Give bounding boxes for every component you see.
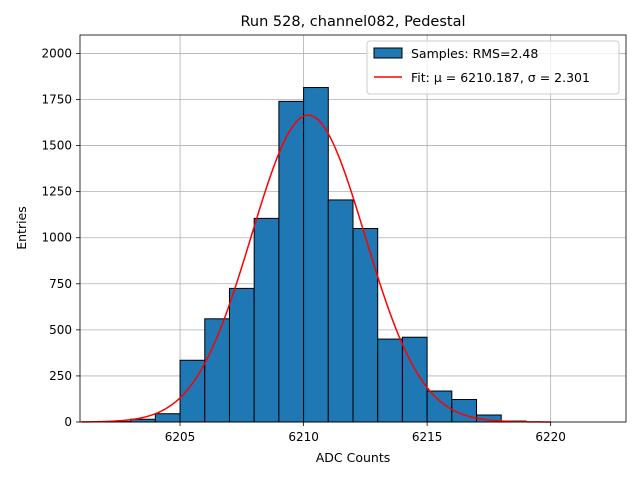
legend-box [366, 40, 620, 95]
plot-frame [79, 34, 627, 423]
legend: Samples: RMS=2.48 Fit: μ = 6210.187, σ =… [366, 40, 620, 95]
chart-title: Run 528, channel082, Pedestal [240, 14, 465, 30]
histogram-bar-13 [401, 336, 428, 423]
histogram-bar-10 [327, 199, 354, 423]
x-tick-label-2: 6215 [412, 430, 443, 444]
legend-label-fit: Fit: μ = 6210.187, σ = 2.301 [411, 70, 590, 85]
fit-curve [81, 114, 551, 423]
x-tick-label-0: 6205 [165, 430, 196, 444]
histogram-bar-12 [377, 338, 403, 423]
histogram-bar-8 [278, 100, 305, 423]
y-tick-label-4: 1000 [41, 231, 72, 245]
x-axis-ticks: 6205 6210 6215 6220 [165, 422, 566, 444]
y-tick-label-3: 750 [49, 277, 72, 291]
histogram-bar-11 [352, 228, 379, 423]
histogram-bar-7 [253, 217, 280, 423]
y-tick-label-8: 2000 [41, 46, 72, 60]
y-axis-ticks: 0 250 500 750 1000 1250 1500 1750 2000 [41, 46, 80, 429]
y-tick-label-5: 1250 [41, 185, 72, 199]
histogram-bar-6 [228, 287, 255, 423]
y-tick-label-0: 0 [64, 415, 72, 429]
x-tick-label-1: 6210 [288, 430, 319, 444]
y-tick-label-6: 1500 [41, 139, 72, 153]
x-axis-label: ADC Counts [316, 450, 391, 465]
x-tick-label-3: 6220 [535, 430, 566, 444]
legend-swatch-samples [373, 47, 403, 59]
histogram-bars [105, 87, 527, 423]
histogram-bar-9 [303, 87, 329, 423]
y-axis-label: Entries [14, 206, 29, 250]
histogram-bar-5 [204, 318, 230, 423]
y-tick-label-2: 500 [49, 323, 72, 337]
legend-label-samples: Samples: RMS=2.48 [411, 46, 538, 61]
y-tick-label-7: 1750 [41, 93, 72, 107]
histogram-bar-3 [154, 413, 181, 423]
y-tick-label-1: 250 [49, 369, 72, 383]
